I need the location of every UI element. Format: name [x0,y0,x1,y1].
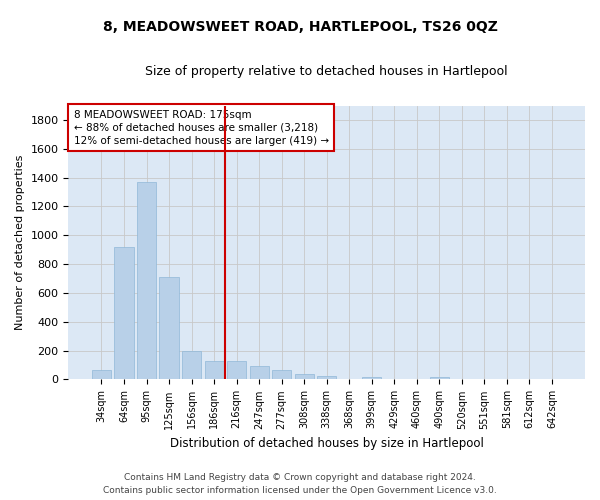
Bar [295,374,314,380]
Text: 8, MEADOWSWEET ROAD, HARTLEPOOL, TS26 0QZ: 8, MEADOWSWEET ROAD, HARTLEPOOL, TS26 0Q… [103,20,497,34]
Bar [137,182,156,380]
Bar [497,378,517,380]
Bar [407,378,427,380]
Bar [452,378,472,380]
X-axis label: Distribution of detached houses by size in Hartlepool: Distribution of detached houses by size … [170,437,484,450]
Title: Size of property relative to detached houses in Hartlepool: Size of property relative to detached ho… [145,65,508,78]
Bar [115,247,134,380]
Bar [317,376,336,380]
Bar [430,376,449,380]
Bar [160,277,179,380]
Text: 8 MEADOWSWEET ROAD: 175sqm
← 88% of detached houses are smaller (3,218)
12% of s: 8 MEADOWSWEET ROAD: 175sqm ← 88% of deta… [74,110,329,146]
Bar [92,370,111,380]
Bar [362,376,382,380]
Bar [227,362,246,380]
Bar [182,352,201,380]
Bar [340,378,359,380]
Bar [520,378,539,380]
Bar [272,370,291,380]
Text: Contains HM Land Registry data © Crown copyright and database right 2024.
Contai: Contains HM Land Registry data © Crown c… [103,474,497,495]
Bar [250,366,269,380]
Bar [205,360,224,380]
Bar [475,378,494,380]
Bar [542,378,562,380]
Bar [385,378,404,380]
Y-axis label: Number of detached properties: Number of detached properties [15,155,25,330]
